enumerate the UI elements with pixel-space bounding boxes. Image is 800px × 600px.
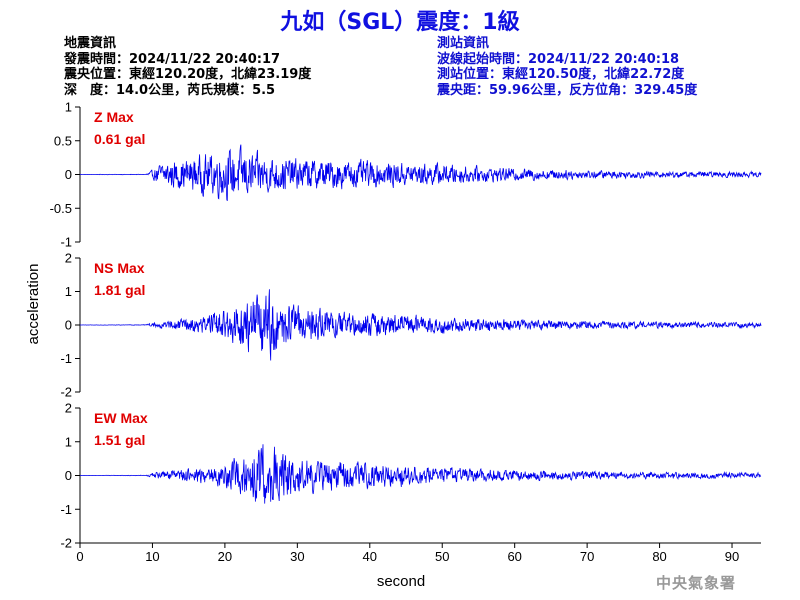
y-tick-label: 1 bbox=[65, 434, 72, 449]
y-tick-label: 0 bbox=[65, 318, 72, 333]
x-tick-label: 50 bbox=[435, 549, 449, 564]
y-tick-label: -2 bbox=[60, 536, 72, 551]
y-tick-label: -2 bbox=[60, 385, 72, 400]
y-tick-label: -1 bbox=[60, 351, 72, 366]
x-tick-label: 10 bbox=[145, 549, 159, 564]
waveform-start-time: 波線起始時間：2024/11/22 20:40:18 bbox=[437, 51, 680, 67]
waveform-z bbox=[79, 144, 762, 202]
y-tick-label: -1 bbox=[60, 235, 72, 250]
earthquake-info: 地震資訊 發震時間：2024/11/22 20:40:17 震央位置：東經120… bbox=[64, 36, 311, 98]
x-tick-label: 30 bbox=[290, 549, 304, 564]
waveform-ew bbox=[80, 444, 762, 504]
x-tick-label: 20 bbox=[218, 549, 232, 564]
station-info-heading: 測站資訊 bbox=[437, 36, 490, 51]
y-tick-label: 1 bbox=[65, 100, 72, 115]
x-tick-label: 0 bbox=[76, 549, 83, 564]
chart-title: 九如（SGL）震度：1級 bbox=[280, 10, 520, 35]
max-label-ew: EW Max bbox=[94, 410, 148, 426]
max-value-z: 0.61 gal bbox=[94, 131, 145, 147]
max-value-ns: 1.81 gal bbox=[94, 282, 145, 298]
x-tick-label: 40 bbox=[363, 549, 377, 564]
y-tick-label: 0 bbox=[65, 468, 72, 483]
x-tick-label: 70 bbox=[580, 549, 594, 564]
y-axis-label: acceleration bbox=[25, 264, 42, 345]
y-tick-label: 1 bbox=[65, 284, 72, 299]
earthquake-info-heading: 地震資訊 bbox=[64, 36, 117, 51]
y-tick-label: 2 bbox=[65, 251, 72, 266]
y-tick-label: 0 bbox=[65, 167, 72, 182]
station-info: 測站資訊 波線起始時間：2024/11/22 20:40:18 測站位置：東經1… bbox=[437, 36, 697, 98]
max-label-z: Z Max bbox=[94, 109, 134, 125]
waveform-ns bbox=[79, 289, 762, 361]
y-tick-label: -0.5 bbox=[50, 201, 72, 216]
x-axis-label: second bbox=[377, 573, 425, 590]
epicenter-location: 震央位置：東經120.20度，北緯23.19度 bbox=[64, 67, 312, 82]
y-tick-label: 2 bbox=[65, 401, 72, 416]
x-tick-label: 80 bbox=[652, 549, 666, 564]
y-tick-label: 0.5 bbox=[54, 133, 72, 148]
x-tick-label: 60 bbox=[507, 549, 521, 564]
station-location: 測站位置：東經120.50度，北緯22.72度 bbox=[437, 67, 685, 82]
origin-time: 發震時間：2024/11/22 20:40:17 bbox=[64, 51, 281, 67]
credit-text: 中央氣象署 bbox=[656, 574, 737, 592]
epicentral-distance-azimuth: 震央距：59.96公里，反方位角：329.45度 bbox=[437, 82, 698, 98]
max-value-ew: 1.51 gal bbox=[94, 432, 145, 448]
y-tick-label: -1 bbox=[60, 502, 72, 517]
depth-magnitude: 深 度：14.0公里，芮氏規模：5.5 bbox=[64, 82, 276, 98]
max-label-ns: NS Max bbox=[94, 260, 145, 276]
x-tick-label: 90 bbox=[725, 549, 739, 564]
